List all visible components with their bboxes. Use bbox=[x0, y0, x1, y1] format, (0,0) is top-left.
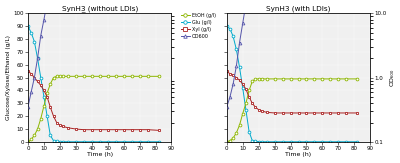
Y-axis label: OD₆₀₀: OD₆₀₀ bbox=[390, 69, 394, 86]
X-axis label: Time (h): Time (h) bbox=[87, 152, 113, 157]
Legend: EtOH (g/l), Glu (g/l), Xyl (g/l), OD600: EtOH (g/l), Glu (g/l), Xyl (g/l), OD600 bbox=[181, 13, 216, 39]
Title: SynH3̲ (without LDIs): SynH3̲ (without LDIs) bbox=[62, 6, 138, 12]
Title: SynH3 (with LDIs): SynH3 (with LDIs) bbox=[266, 6, 331, 12]
Y-axis label: Glucose/Xylose/Ethanol (g/L): Glucose/Xylose/Ethanol (g/L) bbox=[6, 35, 10, 120]
X-axis label: Time (h): Time (h) bbox=[286, 152, 312, 157]
